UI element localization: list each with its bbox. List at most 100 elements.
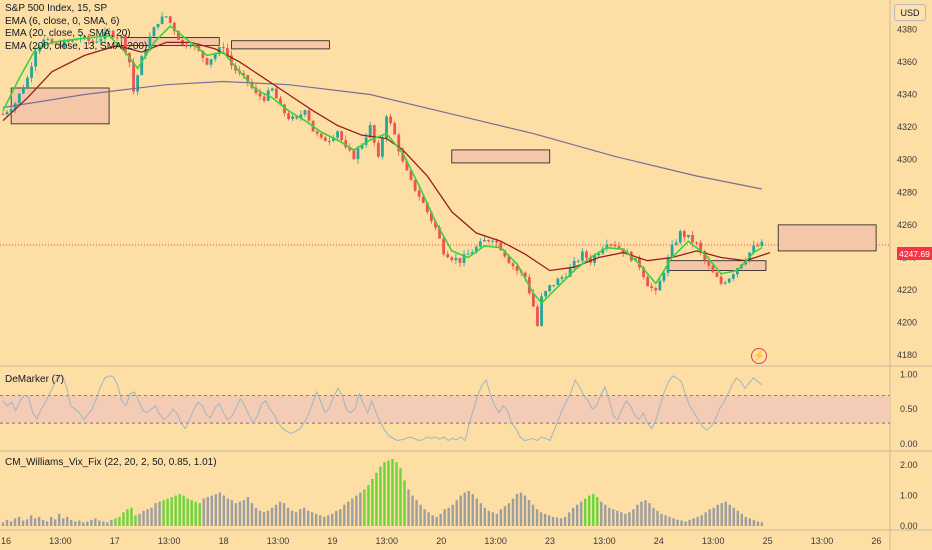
demarker-y-tick: 0.50 — [900, 404, 918, 414]
x-tick-label: 18 — [219, 536, 229, 546]
lightning-icon[interactable]: ⚡ — [751, 348, 767, 364]
vix-bar — [323, 516, 326, 526]
vix-bar — [588, 495, 591, 526]
candle-body — [597, 253, 601, 256]
candle-body — [642, 267, 645, 278]
candle-body — [613, 244, 617, 247]
vix-bar — [551, 516, 555, 526]
candle-body — [560, 277, 564, 279]
candle-body — [291, 116, 295, 120]
vix-bar — [439, 513, 442, 526]
candle-body — [707, 260, 711, 266]
vix-bar — [130, 507, 133, 526]
vix-bar — [158, 501, 161, 526]
vix-bar — [467, 491, 470, 526]
candle-body — [168, 16, 172, 23]
vix-bar — [178, 494, 181, 526]
vix-bar — [676, 519, 679, 526]
candle-body — [727, 278, 731, 283]
legend-ema-slow[interactable]: EMA (200, close, 13, SMA, 200) — [5, 40, 148, 52]
y-tick-label: 4340 — [897, 90, 917, 100]
vix-bar — [294, 512, 298, 526]
vix-bar — [692, 518, 695, 526]
candle-body — [438, 227, 441, 239]
legend-vix-fix[interactable]: CM_Williams_Vix_Fix (22, 20, 2, 50, 0.85… — [5, 457, 217, 468]
vix-bar — [471, 494, 474, 526]
vix-bar — [74, 521, 77, 526]
vix-bar — [499, 509, 503, 526]
legend-ema-mid[interactable]: EMA (20, close, 5, SMA, 20) — [5, 28, 131, 39]
candle-body — [315, 131, 319, 134]
vix-bar — [503, 506, 507, 526]
vix-bar — [716, 504, 719, 526]
vix-bar — [302, 507, 306, 526]
vix-bar — [202, 498, 205, 526]
vix-bar — [728, 504, 731, 526]
vix-bar — [579, 501, 583, 526]
vix-bar — [399, 468, 402, 526]
currency-button[interactable]: USD — [894, 4, 926, 21]
vix-bar — [218, 492, 222, 526]
candle-body — [54, 43, 58, 45]
candle-body — [132, 62, 135, 92]
vix-bar — [688, 519, 691, 526]
vix-bar — [584, 498, 587, 526]
vix-bar — [262, 512, 266, 526]
legend-symbol[interactable]: S&P 500 Index, 15, SP — [5, 3, 108, 14]
vix-bar — [387, 460, 390, 526]
legend-ema-fast[interactable]: EMA (6, close, 0, SMA, 6) — [5, 15, 120, 27]
candle-body — [507, 256, 511, 264]
vix-bar — [222, 495, 226, 526]
vix-bar — [5, 519, 9, 526]
candle-body — [95, 41, 99, 43]
candle-body — [487, 239, 490, 242]
candle-body — [503, 250, 507, 257]
candle-body — [279, 98, 282, 105]
vix-bar — [712, 507, 715, 526]
candle-body — [91, 40, 95, 43]
vix-bar — [644, 500, 647, 526]
candle-body — [213, 54, 217, 60]
legend-demarker[interactable]: DeMarker (7) — [5, 374, 64, 385]
candle-body — [434, 221, 437, 228]
vix-bar — [736, 510, 739, 526]
vix-bar — [704, 512, 707, 526]
vix-bar — [403, 480, 406, 526]
vix-bar — [182, 495, 185, 526]
vix-bar — [383, 462, 386, 526]
candle-body — [515, 266, 519, 271]
candle-body — [474, 246, 478, 253]
vix-bar — [395, 462, 398, 526]
vix-bar — [535, 509, 539, 526]
candle-body — [30, 66, 33, 78]
candle-body — [336, 131, 339, 138]
x-tick-label: 24 — [654, 536, 664, 546]
candle-body — [609, 244, 613, 246]
candle-body — [658, 280, 662, 291]
vix-bar — [527, 500, 531, 526]
candle-body — [99, 38, 103, 42]
demarker-y-tick: 0.00 — [900, 439, 918, 449]
vix-bar — [126, 509, 129, 526]
candle-body — [1, 114, 5, 116]
candle-body — [226, 48, 229, 56]
x-tick-label: 19 — [327, 536, 337, 546]
vix-bar — [620, 512, 623, 526]
candle-body — [413, 179, 417, 191]
vix-bar — [122, 512, 125, 526]
candle-body — [344, 140, 348, 148]
candle-body — [323, 137, 327, 142]
vix-bar — [49, 516, 53, 526]
candle-body — [287, 113, 290, 120]
candle-body — [352, 150, 356, 160]
candle-body — [674, 242, 678, 245]
x-tick-label: 17 — [110, 536, 120, 546]
vix-bar — [198, 503, 201, 526]
vix-bar — [367, 484, 370, 526]
vix-bar — [756, 521, 760, 526]
vix-y-tick: 2.00 — [900, 460, 918, 470]
vix-bar — [475, 498, 478, 526]
vix-bar — [371, 478, 374, 526]
vix-bar — [732, 507, 735, 526]
vix-bar — [234, 503, 238, 526]
